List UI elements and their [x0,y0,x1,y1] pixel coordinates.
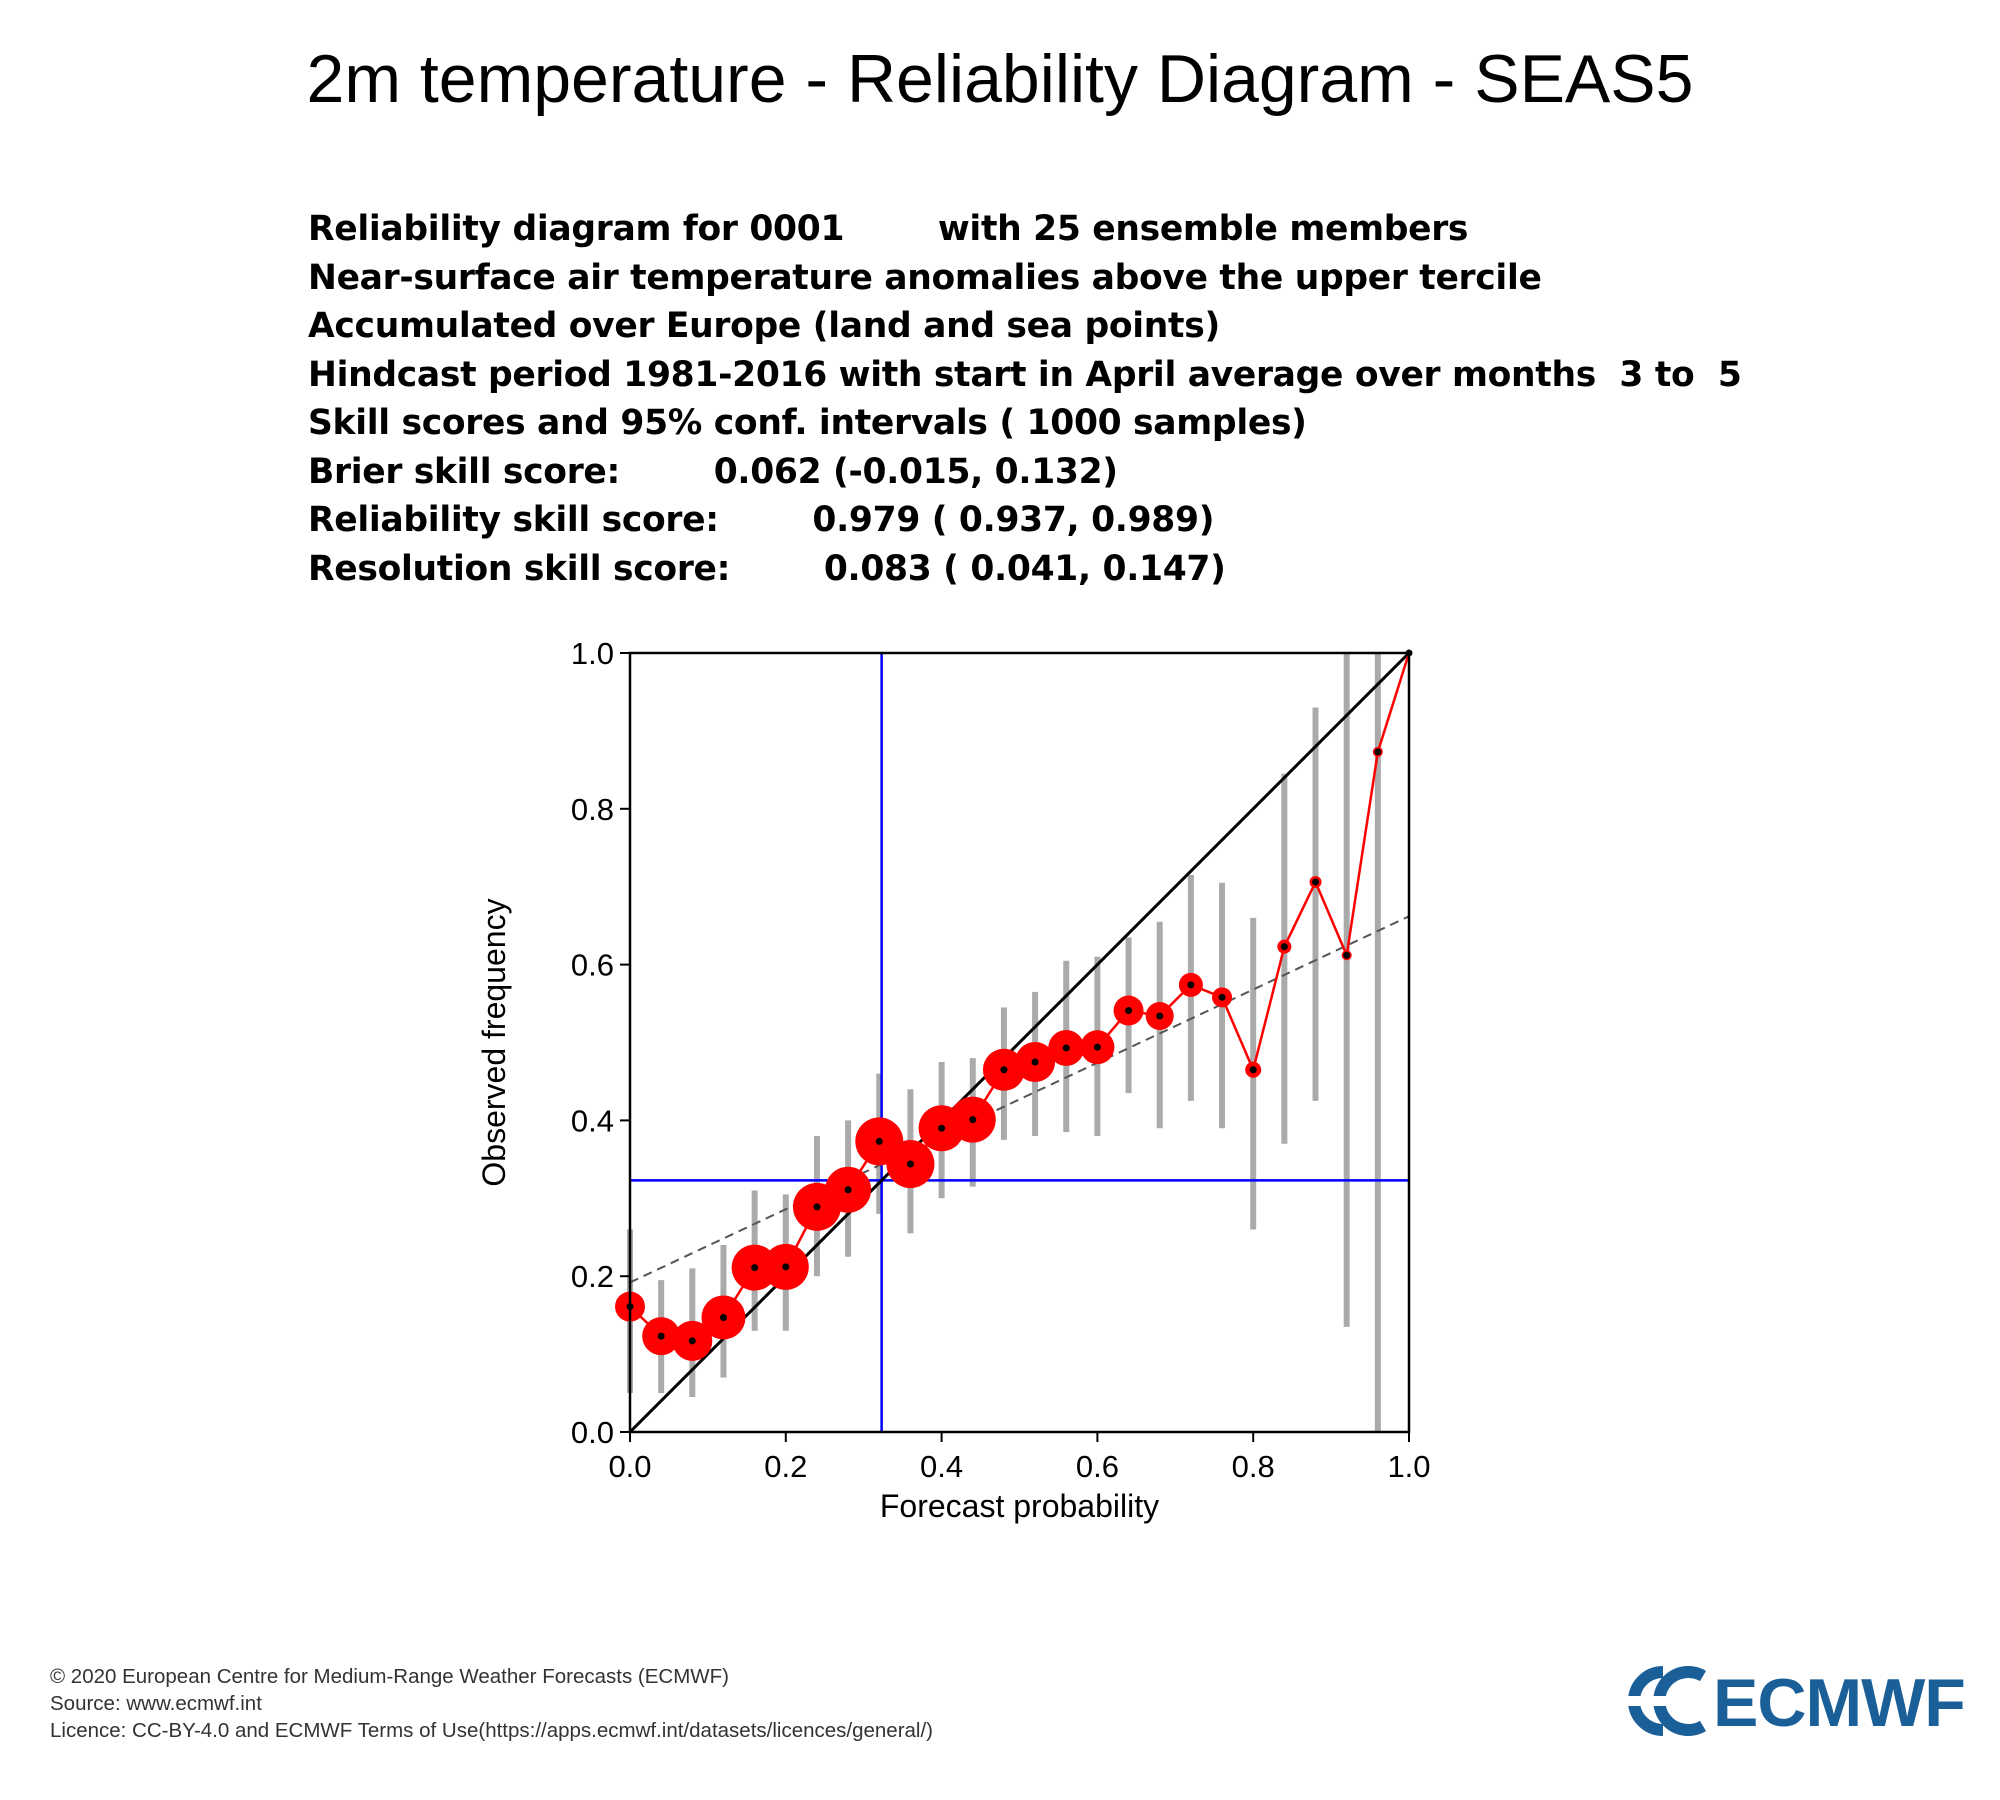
ecmwf-logo: ECMWF [1615,1660,1975,1741]
point-1 [657,1332,665,1340]
y-tick-label-3: 0.6 [571,948,614,983]
point-8 [875,1137,883,1145]
y-tick-label-0: 0.0 [571,1415,614,1450]
perfect-reliability-diagonal [628,651,1411,1434]
header-line-variable: Near-surface air temperature anomalies a… [308,257,1542,298]
point-13 [1031,1058,1039,1066]
ecmwf-logo-icon [1615,1666,1711,1736]
header-line-brier: Brier skill score: 0.062 (-0.015, 0.132) [308,451,1118,492]
point-10 [938,1124,946,1132]
point-16 [1125,1007,1133,1015]
x-tick-label-0: 0.0 [608,1449,651,1484]
header-line-reliability: Reliability skill score: 0.979 ( 0.937, … [308,500,1215,540]
footer-credits: © 2020 European Centre for Medium-Range … [50,1663,933,1744]
chart-header-text: Reliability diagram for 0001 with 25 ens… [308,205,1742,593]
y-tick-label-1: 0.2 [571,1259,614,1294]
y-tick-label-4: 0.8 [571,792,614,827]
y-axis-ticks: 0.0 0.2 0.4 0.6 0.8 1.0 [571,636,630,1450]
footer-source: Source: www.ecmwf.int [50,1692,262,1715]
point-2 [688,1337,696,1345]
y-tick-label-5: 1.0 [571,636,614,671]
point-7 [844,1186,852,1194]
regression-dashed-line [629,915,1410,1284]
header-line-resolution: Resolution skill score: 0.083 ( 0.041, 0… [308,548,1226,589]
y-axis-label: Observed frequency [476,898,512,1186]
point-4 [751,1264,759,1272]
x-tick-label-3: 0.6 [1076,1449,1119,1484]
footer-licence: Licence: CC-BY-4.0 and ECMWF Terms of Us… [50,1719,934,1742]
point-24 [1374,748,1382,756]
point-22 [1312,878,1320,886]
point-6 [813,1203,821,1211]
point-20 [1249,1066,1257,1074]
point-12 [1000,1066,1008,1074]
x-tick-label-5: 1.0 [1387,1449,1430,1484]
header-line-skill-intro: Skill scores and 95% conf. intervals ( 1… [308,403,1307,443]
footer-copyright: © 2020 European Centre for Medium-Range … [50,1665,729,1688]
point-23 [1343,951,1351,959]
point-15 [1093,1043,1101,1051]
x-axis-ticks: 0.0 0.2 0.4 0.6 0.8 1.0 [608,1432,1431,1484]
x-tick-label-4: 0.8 [1232,1449,1275,1484]
point-markers [615,746,1383,1361]
x-tick-label-1: 0.2 [764,1449,807,1484]
point-3 [719,1313,727,1321]
header-line-ensemble: Reliability diagram for 0001 with 25 ens… [308,209,1469,249]
reliability-curve [629,652,1411,1343]
point-11 [969,1116,977,1124]
y-tick-label-2: 0.4 [571,1103,614,1138]
x-tick-label-2: 0.4 [920,1449,963,1484]
x-axis-label: Forecast probability [880,1488,1159,1524]
header-line-hindcast: Hindcast period 1981-2016 with start in … [308,354,1742,395]
plot-frame [628,651,1411,1434]
point-17 [1156,1012,1164,1020]
point-9 [906,1160,914,1168]
ecmwf-logo-text: ECMWF [1713,1665,1966,1741]
point-5 [782,1263,790,1271]
page-title: 2m temperature - Reliability Diagram - S… [306,41,1694,117]
point-18 [1187,981,1195,989]
point-19 [1218,993,1226,1001]
point-14 [1062,1044,1070,1052]
point-centers [626,649,1413,1345]
point-21 [1280,943,1288,951]
header-line-region: Accumulated over Europe (land and sea po… [308,306,1220,346]
